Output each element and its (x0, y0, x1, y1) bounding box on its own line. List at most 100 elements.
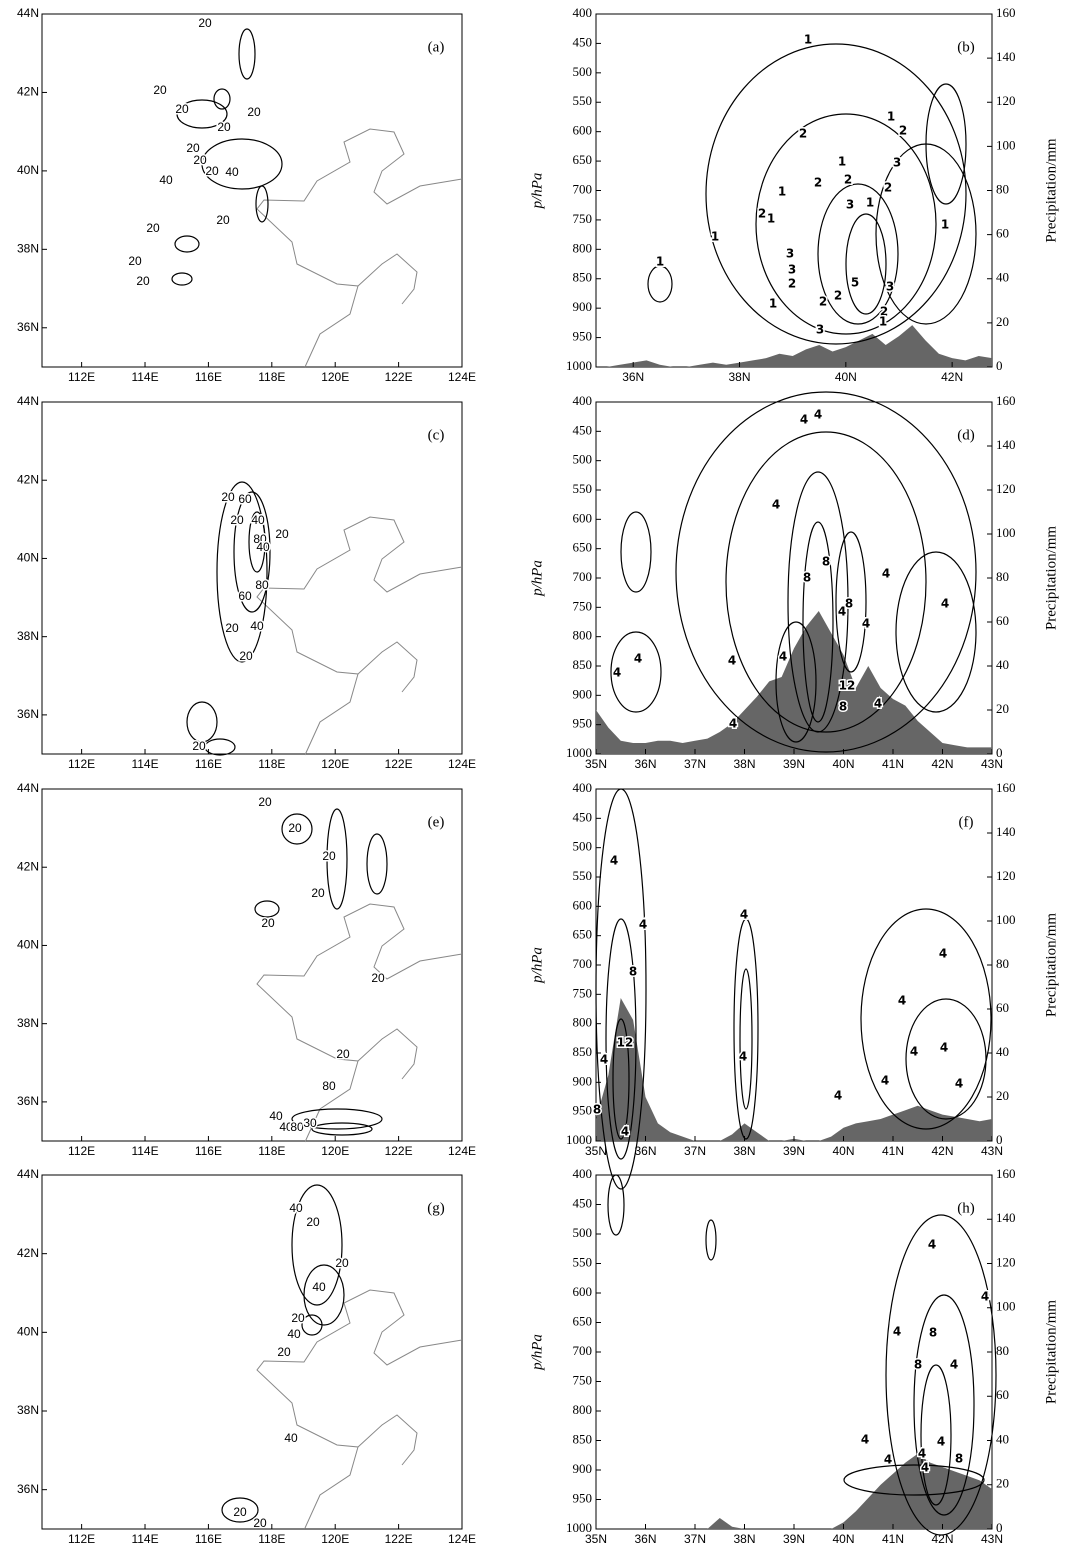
panel-frame (41, 1174, 463, 1530)
y-tick-label: 800 (573, 628, 593, 643)
contour (281, 813, 313, 845)
panel-frame (41, 401, 463, 755)
y-tick-label: 40N (17, 163, 39, 177)
contour (255, 185, 269, 223)
contour-label: 3 (886, 280, 894, 294)
x-tick-label: 36N (634, 757, 656, 771)
x-tick-label: 40N (835, 370, 857, 384)
contour-label: 20 (261, 916, 275, 930)
x-tick-label: 122E (385, 757, 413, 771)
y-tick-label: 750 (573, 985, 593, 1000)
x-tick-label: 122E (385, 1144, 413, 1158)
y2-tick-label: 40 (996, 270, 1009, 285)
contour-label: 20 (198, 16, 212, 30)
y-axis-label: p/hPa (529, 560, 545, 597)
contour-label: 4 (814, 408, 822, 422)
y-tick-label: 1000 (566, 745, 592, 760)
x-tick-label: 35N (585, 757, 607, 771)
contour (233, 491, 271, 613)
y-tick-label: 600 (573, 510, 593, 525)
contour-label: 20 (153, 83, 167, 97)
contour-label: 1 (887, 110, 895, 124)
contour-label: 1 (866, 196, 874, 210)
contour-label: 8 (822, 555, 830, 569)
x-tick-label: 36N (622, 370, 644, 384)
x-tick-label: 114E (131, 1532, 158, 1546)
contour-label: 20 (291, 1311, 305, 1325)
panel-label: (a) (428, 39, 445, 55)
contour-label: 20 (258, 795, 272, 809)
contour-label: 20 (221, 490, 235, 504)
y-tick-label: 450 (573, 1195, 593, 1210)
y-tick-label: 550 (573, 1254, 593, 1269)
x-tick-label: 42N (941, 370, 963, 384)
contour-label: 20 (311, 886, 325, 900)
x-tick-label: 42N (931, 1532, 953, 1546)
contour-label: 60 (238, 589, 252, 603)
y2-tick-label: 140 (996, 824, 1016, 839)
contour-label: 2 (758, 207, 766, 221)
contour (925, 83, 967, 205)
contour (843, 1464, 985, 1496)
contour-label: 3 (846, 198, 854, 212)
x-tick-label: 112E (68, 1144, 95, 1158)
y-tick-label: 850 (573, 270, 593, 285)
y-tick-label: 600 (573, 1284, 593, 1299)
y-tick-label: 950 (573, 1490, 593, 1505)
contour-label: 4 (928, 1238, 936, 1252)
y-tick-label: 800 (573, 240, 593, 255)
contour-label: 20 (239, 649, 253, 663)
contour-label: 4 (882, 567, 890, 581)
contour-label: 20 (306, 1215, 320, 1229)
y-tick-label: 1000 (566, 1132, 592, 1147)
contour-label: 80 (255, 578, 269, 592)
contour-label: 20 (277, 1345, 291, 1359)
panel-label: (d) (957, 427, 975, 443)
contour-label: 20 (230, 513, 244, 527)
contour-label: 20 (322, 849, 336, 863)
contour-label: 20 (192, 739, 206, 753)
y-tick-label: 900 (573, 686, 593, 701)
contour (174, 235, 200, 253)
y2-tick-label: 0 (996, 745, 1003, 760)
contour-label: 20 (247, 105, 261, 119)
contour (647, 265, 673, 303)
contour-label: 40 (159, 173, 173, 187)
x-tick-label: 112E (68, 370, 95, 384)
y-axis-label: p/hPa (529, 947, 545, 984)
y-tick-label: 36N (17, 707, 39, 721)
contour-label: 40 (250, 619, 264, 633)
y-tick-label: 850 (573, 1431, 593, 1446)
contour-label: 4 (834, 1089, 842, 1103)
x-tick-label: 40N (832, 757, 854, 771)
contour-label: 20 (335, 1256, 349, 1270)
y-tick-label: 750 (573, 598, 593, 613)
contour-label: 60 (238, 492, 252, 506)
contour-label: 8 (929, 1326, 937, 1340)
y-tick-label: 42N (17, 85, 39, 99)
coastline (256, 1289, 463, 1529)
y-tick-label: 900 (573, 1073, 593, 1088)
y2-tick-label: 60 (996, 1387, 1009, 1402)
contour-label: 8 (803, 571, 811, 585)
contour (204, 738, 236, 756)
y-tick-label: 1000 (566, 358, 592, 373)
contour-label: 20 (233, 1505, 247, 1519)
precipitation-area (596, 998, 992, 1141)
contour-label: 80 (253, 532, 267, 546)
contour-label: 4 (910, 1045, 918, 1059)
contour-label: 4 (740, 908, 748, 922)
y2-tick-label: 160 (996, 780, 1016, 795)
y-tick-label: 42N (17, 472, 39, 486)
x-tick-label: 36N (634, 1532, 656, 1546)
contour-label: 2 (880, 305, 888, 319)
y-tick-label: 550 (573, 93, 593, 108)
contour-label: 20 (146, 221, 160, 235)
x-tick-label: 37N (684, 757, 706, 771)
y-tick-label: 650 (573, 152, 593, 167)
contour-label: 3 (788, 263, 796, 277)
coastline (256, 516, 463, 756)
contour-label: 40 (279, 1120, 293, 1134)
contour-label: 4 (739, 1050, 747, 1064)
x-tick-label: 41N (882, 1532, 904, 1546)
